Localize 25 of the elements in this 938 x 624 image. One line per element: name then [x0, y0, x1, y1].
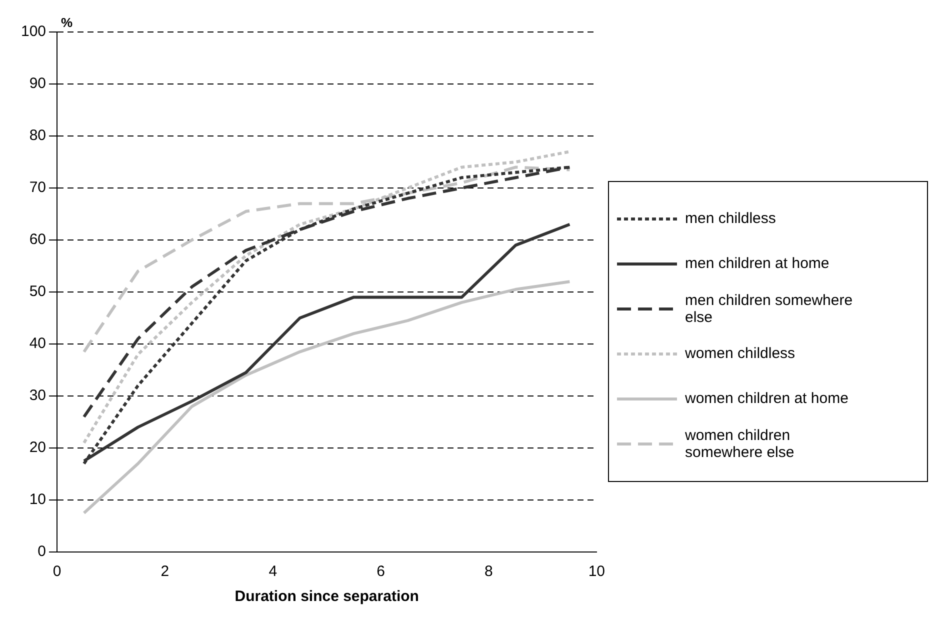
y-tick-label: 10 — [29, 491, 46, 508]
y-tick-label: 90 — [29, 75, 46, 92]
y-tick-label: 0 — [38, 543, 46, 560]
x-tick-label: 2 — [160, 563, 170, 580]
x-axis-title: Duration since separation — [234, 588, 419, 606]
legend-label: men childless — [685, 210, 777, 227]
legend-label: men children at home — [685, 255, 830, 272]
x-tick-label: 8 — [484, 563, 493, 580]
y-tick-label: 40 — [29, 335, 46, 352]
x-tick-label: 10 — [588, 563, 605, 580]
legend-label: women childless — [685, 345, 796, 362]
y-tick-label: 70 — [29, 179, 46, 196]
x-tick-label: 6 — [376, 563, 385, 580]
x-tick-label: 4 — [268, 563, 278, 580]
y-tick-label: 100 — [20, 23, 46, 40]
x-tick-label: 0 — [52, 563, 62, 580]
y-tick-label: 30 — [29, 387, 46, 404]
y-tick-label: 20 — [29, 439, 46, 456]
y-tick-label: 80 — [29, 127, 46, 144]
y-tick-label: 60 — [29, 231, 46, 248]
y-axis-title: % — [61, 15, 74, 30]
legend-label: women children at home — [685, 390, 850, 407]
legend-label: women children somewhere else — [685, 426, 796, 460]
y-tick-label: 50 — [29, 283, 46, 300]
legend-label: men children somewhere else — [685, 292, 854, 326]
